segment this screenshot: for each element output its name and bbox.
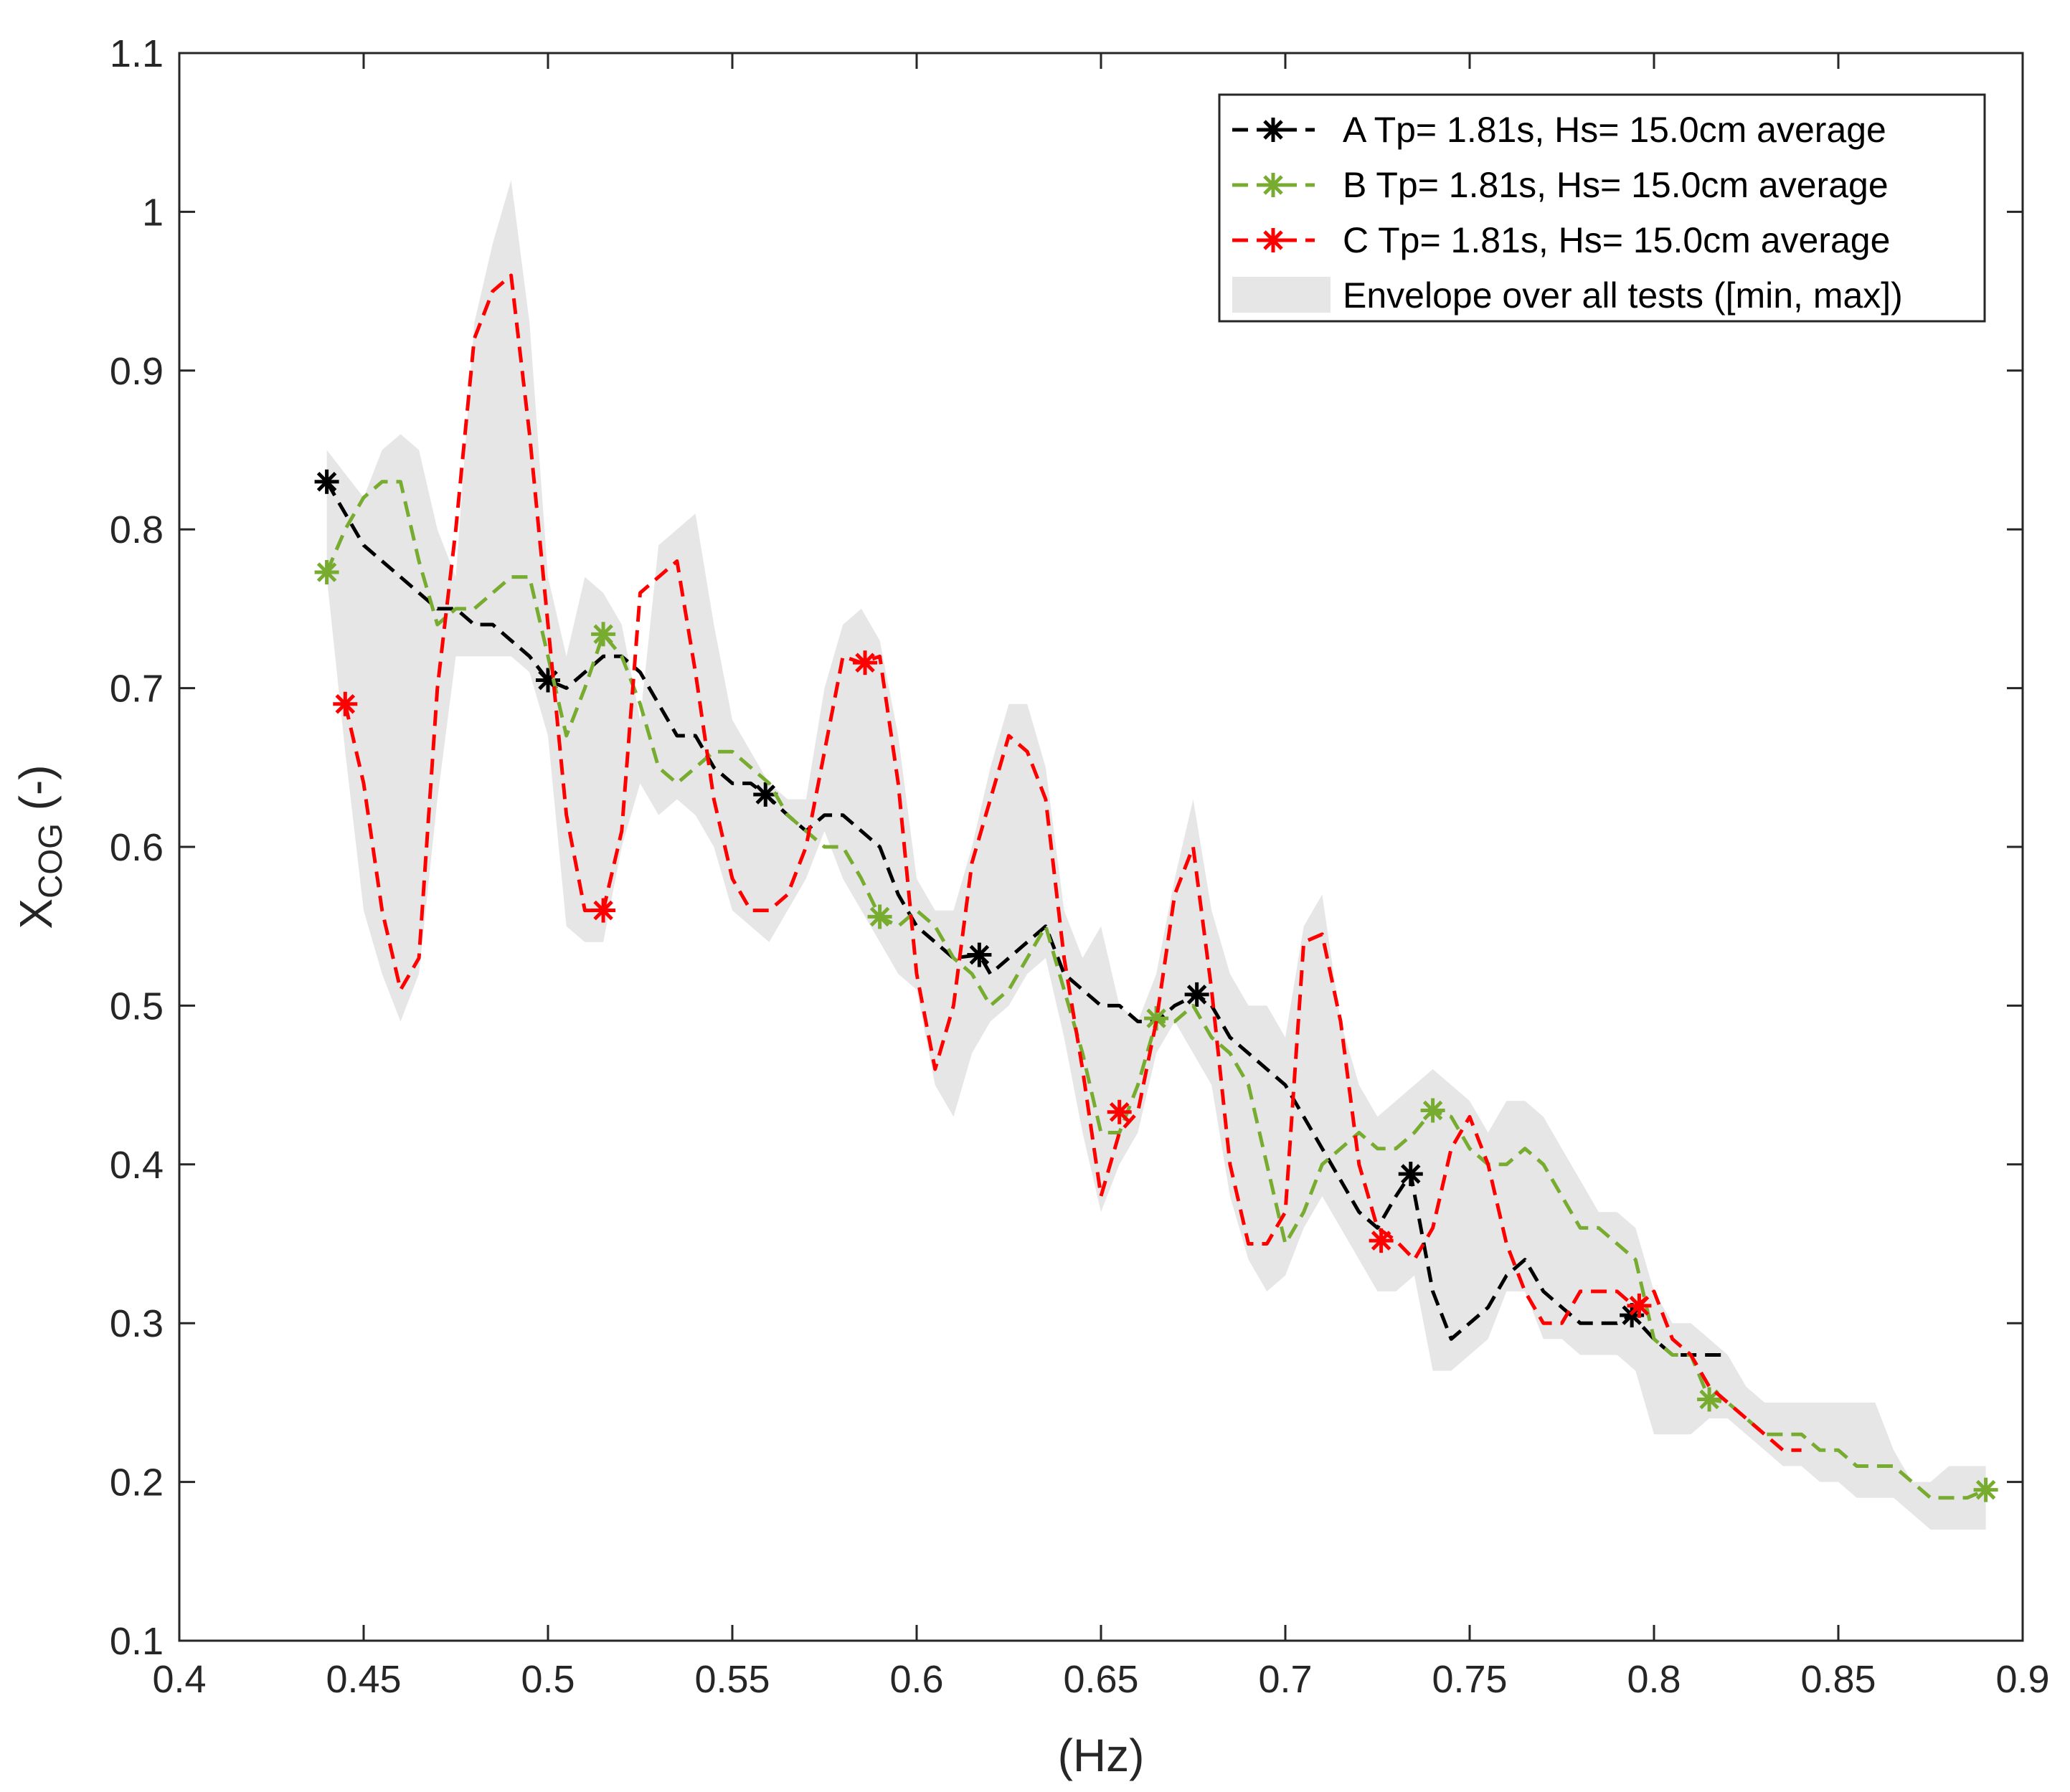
legend-star-c [1261,228,1285,252]
legend-label-c: C Tp= 1.81s, Hs= 15.0cm average [1343,220,1890,260]
series-layer [314,273,1998,1502]
y-tick-label-6: 0.7 [110,668,164,711]
x-tick-label-7: 0.75 [1432,1658,1507,1701]
y-tick-label-4: 0.5 [110,985,164,1028]
y-axis-label: XCOG (-) [10,764,69,929]
series-c-marker-2 [853,650,878,675]
series-b-marker-4 [1420,1098,1445,1123]
series-b-marker-0 [314,559,339,584]
series-b-marker-1 [591,622,616,647]
legend-label-b: B Tp= 1.81s, Hs= 15.0cm average [1343,165,1889,205]
series-b-marker-5 [1697,1387,1722,1412]
y-tick-label-2: 0.3 [110,1302,164,1345]
y-tick-label-3: 0.4 [110,1144,164,1187]
legend-star-a [1261,118,1285,142]
legend-marker-c [1261,228,1285,252]
y-tick-label-1: 0.2 [110,1461,164,1504]
series-a-marker-3 [967,942,992,967]
series-c-marker-3 [1107,1099,1132,1124]
y-axis-label-main: X [10,899,62,929]
legend-box [1218,93,1986,323]
series-a-marker-0 [314,469,339,494]
x-axis-label: (Hz) [1058,1730,1145,1781]
x-tick-label-3: 0.55 [694,1658,770,1701]
x-tick-label-2: 0.5 [521,1658,575,1701]
series-c-marker-1 [591,898,616,923]
tick-layer: 0.4 0.45 0.5 0.55 0.6 0.65 0.7 0.75 0.8 0.85 0.9 0.… [110,32,2050,1701]
series-c-marker-0 [333,691,358,716]
x-tick-label-8: 0.8 [1627,1658,1681,1701]
y-axis-label-unit: (-) [10,764,62,823]
legend-marker-b [1261,173,1285,197]
series-line-a [325,480,1728,1357]
legend-marker-a [1261,118,1285,142]
x-tick-label-1: 0.45 [326,1658,401,1701]
series-b-marker-6 [1973,1477,1998,1502]
series-a-marker-5 [1398,1162,1423,1187]
envelope-layer [326,180,1986,1530]
x-tick-label-4: 0.6 [889,1658,943,1701]
legend: A Tp= 1.81s, Hs= 15.0cm average B Tp= 1.… [1218,93,1986,323]
y-tick-label-5: 0.6 [110,826,164,869]
x-tick-label-6: 0.7 [1258,1658,1312,1701]
series-c-marker-5 [1627,1293,1652,1318]
legend-star-b [1261,173,1285,197]
y-tick-label-7: 0.8 [110,508,164,551]
series-a-marker-4 [1184,982,1209,1007]
x-tick-label-5: 0.65 [1063,1658,1138,1701]
y-tick-label-9: 1 [142,191,164,234]
legend-label-envelope: Envelope over all tests ([min, max]) [1343,275,1903,316]
legend-label-a: A Tp= 1.81s, Hs= 15.0cm average [1343,110,1886,150]
legend-swatch-envelope [1232,277,1331,313]
y-tick-label-0: 0.1 [110,1620,164,1663]
x-tick-label-0: 0.4 [152,1658,206,1701]
series-c-marker-4 [1369,1228,1394,1253]
y-axis-label-subscript: COG [32,823,69,899]
y-tick-label-8: 0.9 [110,350,164,393]
x-tick-label-9: 0.85 [1800,1658,1876,1701]
envelope-band [326,180,1986,1530]
series-b-marker-2 [867,904,892,929]
series-line-c [343,273,1802,1452]
x-tick-label-10: 0.9 [1995,1658,2049,1701]
y-tick-label-10: 1.1 [110,32,164,75]
